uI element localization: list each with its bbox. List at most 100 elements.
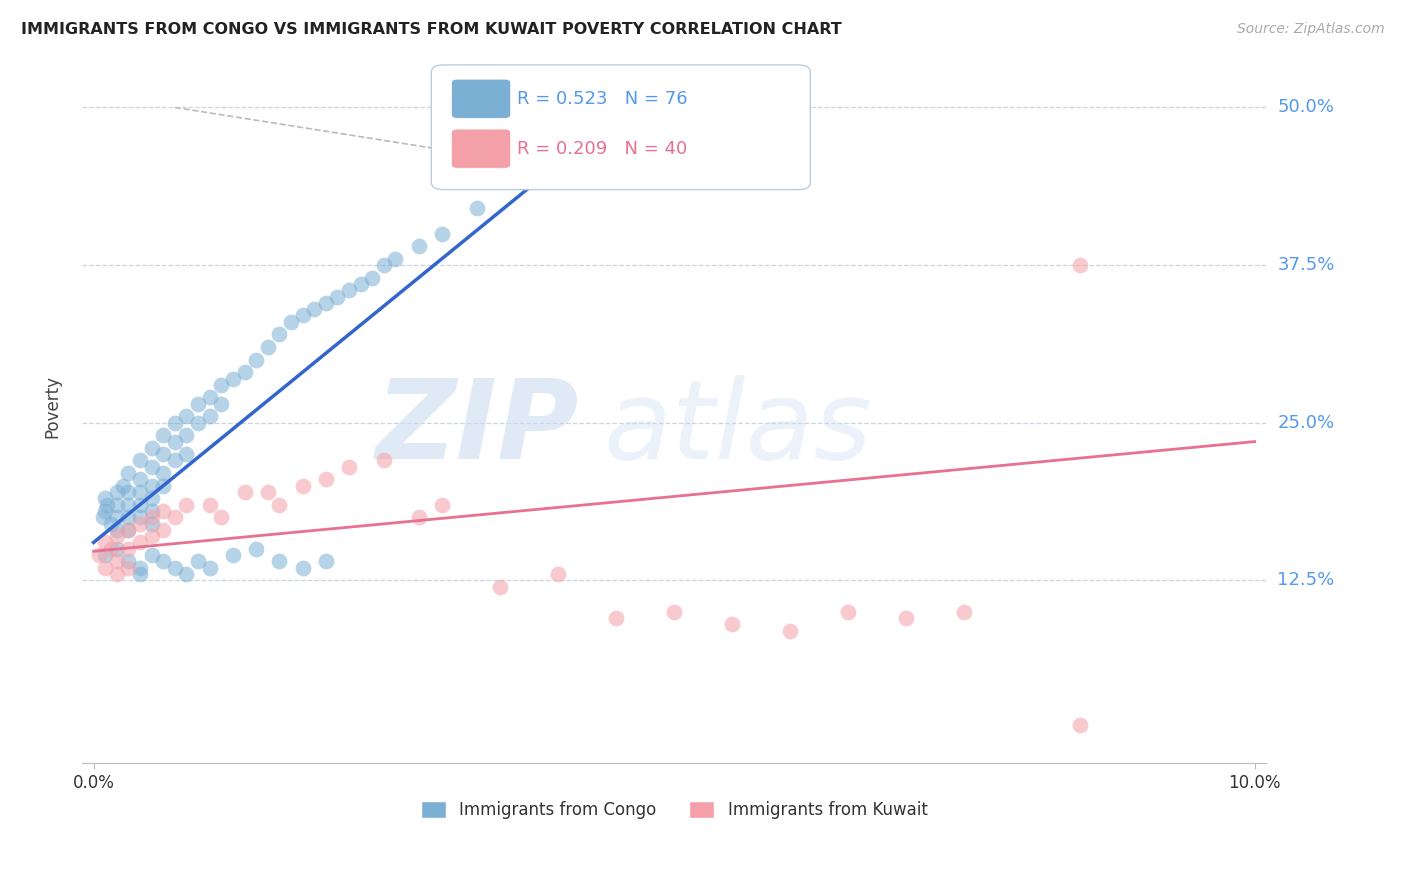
Point <box>100 541 122 556</box>
Point <box>187 554 209 568</box>
Point <box>337 283 360 297</box>
Point <box>721 617 744 632</box>
Point <box>269 498 291 512</box>
Point <box>117 560 139 574</box>
Point <box>209 397 232 411</box>
Point <box>465 202 488 216</box>
Point <box>141 529 163 543</box>
FancyBboxPatch shape <box>451 129 510 169</box>
Point <box>94 560 117 574</box>
Point <box>489 580 512 594</box>
Point <box>176 447 198 461</box>
Point <box>117 485 139 500</box>
Point <box>373 258 395 272</box>
Point <box>141 441 163 455</box>
Point <box>129 472 152 486</box>
Point <box>337 459 360 474</box>
Point <box>91 510 114 524</box>
Point <box>163 510 186 524</box>
Point <box>1069 718 1091 732</box>
Point <box>105 541 128 556</box>
Point <box>245 352 267 367</box>
Point <box>662 605 685 619</box>
Point <box>152 523 174 537</box>
Point <box>152 479 174 493</box>
Point <box>373 453 395 467</box>
Point <box>176 409 198 424</box>
Point <box>117 523 139 537</box>
Point <box>547 566 569 581</box>
Point <box>176 428 198 442</box>
Point <box>1069 258 1091 272</box>
Legend: Immigrants from Congo, Immigrants from Kuwait: Immigrants from Congo, Immigrants from K… <box>413 795 935 826</box>
Text: 50.0%: 50.0% <box>1278 98 1334 117</box>
Point <box>94 491 117 506</box>
Point <box>100 516 122 531</box>
Point <box>291 309 314 323</box>
Point <box>129 485 152 500</box>
Point <box>269 327 291 342</box>
Point <box>291 479 314 493</box>
Point <box>129 516 152 531</box>
Point <box>361 270 384 285</box>
Point <box>430 498 453 512</box>
Point <box>94 548 117 562</box>
Point <box>152 428 174 442</box>
Text: IMMIGRANTS FROM CONGO VS IMMIGRANTS FROM KUWAIT POVERTY CORRELATION CHART: IMMIGRANTS FROM CONGO VS IMMIGRANTS FROM… <box>21 22 842 37</box>
Point <box>163 453 186 467</box>
Text: 37.5%: 37.5% <box>1278 256 1334 274</box>
Point <box>837 605 859 619</box>
Point <box>94 535 117 549</box>
Point <box>163 434 186 449</box>
Point <box>349 277 371 291</box>
Point <box>117 498 139 512</box>
Point <box>152 554 174 568</box>
Point <box>187 397 209 411</box>
Text: 12.5%: 12.5% <box>1278 571 1334 590</box>
Point <box>141 548 163 562</box>
Point <box>953 605 976 619</box>
Y-axis label: Poverty: Poverty <box>44 376 60 438</box>
Point <box>129 535 152 549</box>
Point <box>209 377 232 392</box>
Point <box>141 510 163 524</box>
Point <box>384 252 406 266</box>
Point <box>163 560 186 574</box>
Point <box>129 566 152 581</box>
Point <box>152 504 174 518</box>
Point <box>141 504 163 518</box>
Point <box>198 391 221 405</box>
Point <box>315 296 337 310</box>
Text: R = 0.209   N = 40: R = 0.209 N = 40 <box>516 140 688 158</box>
Point <box>105 485 128 500</box>
Point <box>111 479 134 493</box>
Point <box>430 227 453 241</box>
Point <box>222 371 245 385</box>
Point <box>269 554 291 568</box>
Point <box>198 409 221 424</box>
Point <box>105 554 128 568</box>
Text: ZIP: ZIP <box>375 375 579 482</box>
Point <box>302 302 325 317</box>
Point <box>326 289 349 303</box>
Point <box>222 548 245 562</box>
Point <box>141 516 163 531</box>
Point <box>198 560 221 574</box>
Text: atlas: atlas <box>603 375 872 482</box>
Point <box>779 624 801 638</box>
Point <box>117 510 139 524</box>
Point <box>152 447 174 461</box>
Point <box>105 523 128 537</box>
Text: 25.0%: 25.0% <box>1278 414 1334 432</box>
Point <box>152 466 174 480</box>
Point <box>896 611 918 625</box>
FancyBboxPatch shape <box>432 65 810 190</box>
Point <box>94 504 117 518</box>
Point <box>105 529 128 543</box>
Point <box>129 498 152 512</box>
Text: Source: ZipAtlas.com: Source: ZipAtlas.com <box>1237 22 1385 37</box>
Point <box>198 498 221 512</box>
Point <box>176 498 198 512</box>
Point <box>245 541 267 556</box>
Point <box>117 554 139 568</box>
